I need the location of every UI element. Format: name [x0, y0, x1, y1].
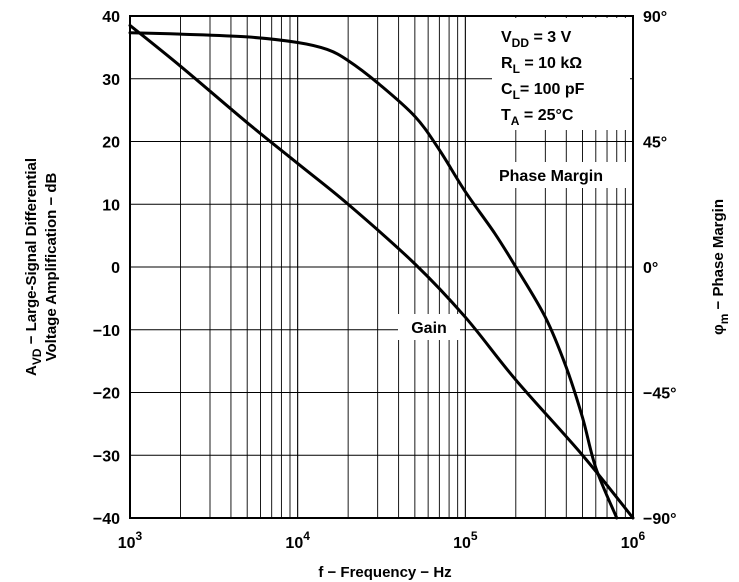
- right-tick-label: −90°: [643, 511, 677, 528]
- left-tick-label: −20: [93, 386, 120, 403]
- phase-margin-curve: [128, 31, 619, 520]
- left-tick-label: 40: [102, 9, 120, 26]
- curves: [128, 23, 635, 520]
- left-axis-ticks: 40 30 20 10 0 −10 −20 −30 −40: [93, 9, 120, 528]
- x-tick-label: 106: [621, 529, 646, 552]
- phase-margin-series-label: Phase Margin: [499, 168, 603, 185]
- left-tick-label: −30: [93, 448, 120, 465]
- gain-series-label-group: Gain: [398, 314, 460, 340]
- right-tick-label: 45°: [643, 135, 667, 152]
- left-axis-title: AVD − Large-Signal Differential Voltage …: [23, 158, 60, 376]
- x-tick-label: 103: [118, 529, 143, 552]
- left-tick-label: 20: [102, 135, 120, 152]
- x-axis-ticks: 103 104 105 106: [118, 529, 646, 552]
- right-axis-title: φm − Phase Margin: [710, 199, 731, 335]
- x-axis-title: f − Frequency − Hz: [318, 564, 451, 581]
- right-tick-label: 90°: [643, 9, 667, 26]
- left-tick-label: −10: [93, 323, 120, 340]
- gain-curve: [128, 23, 635, 520]
- test-conditions: VDD = 3 V RL = 10 kΩ CL= 100 pF TA = 25°…: [492, 18, 630, 130]
- plot-frame: [129, 15, 634, 519]
- conditions-background: [492, 18, 630, 130]
- right-tick-label: 0°: [643, 260, 658, 277]
- phase-margin-series-label-group: Phase Margin: [476, 162, 626, 188]
- condition-cl: CL= 100 pF: [501, 81, 585, 102]
- condition-ta: TA = 25°C: [501, 107, 574, 128]
- condition-vdd: VDD = 3 V: [501, 29, 572, 50]
- right-axis-title-text: φm − Phase Margin: [710, 199, 731, 335]
- condition-rl: RL = 10 kΩ: [501, 55, 582, 76]
- gain-label-background: [398, 314, 460, 340]
- left-tick-label: 0: [111, 260, 120, 277]
- right-tick-label: −45°: [643, 386, 677, 403]
- x-tick-label: 104: [285, 529, 310, 552]
- phase-margin-label-background: [476, 162, 626, 188]
- x-tick-label: 105: [453, 529, 478, 552]
- right-axis-ticks: 90° 45° 0° −45° −90°: [643, 9, 677, 528]
- left-tick-label: 30: [102, 72, 120, 89]
- left-axis-title-line2: Voltage Amplification − dB: [43, 172, 60, 361]
- left-tick-label: 10: [102, 197, 120, 214]
- gain-series-label: Gain: [411, 320, 447, 337]
- left-tick-label: −40: [93, 511, 120, 528]
- left-axis-title-line1: AVD − Large-Signal Differential: [23, 158, 44, 376]
